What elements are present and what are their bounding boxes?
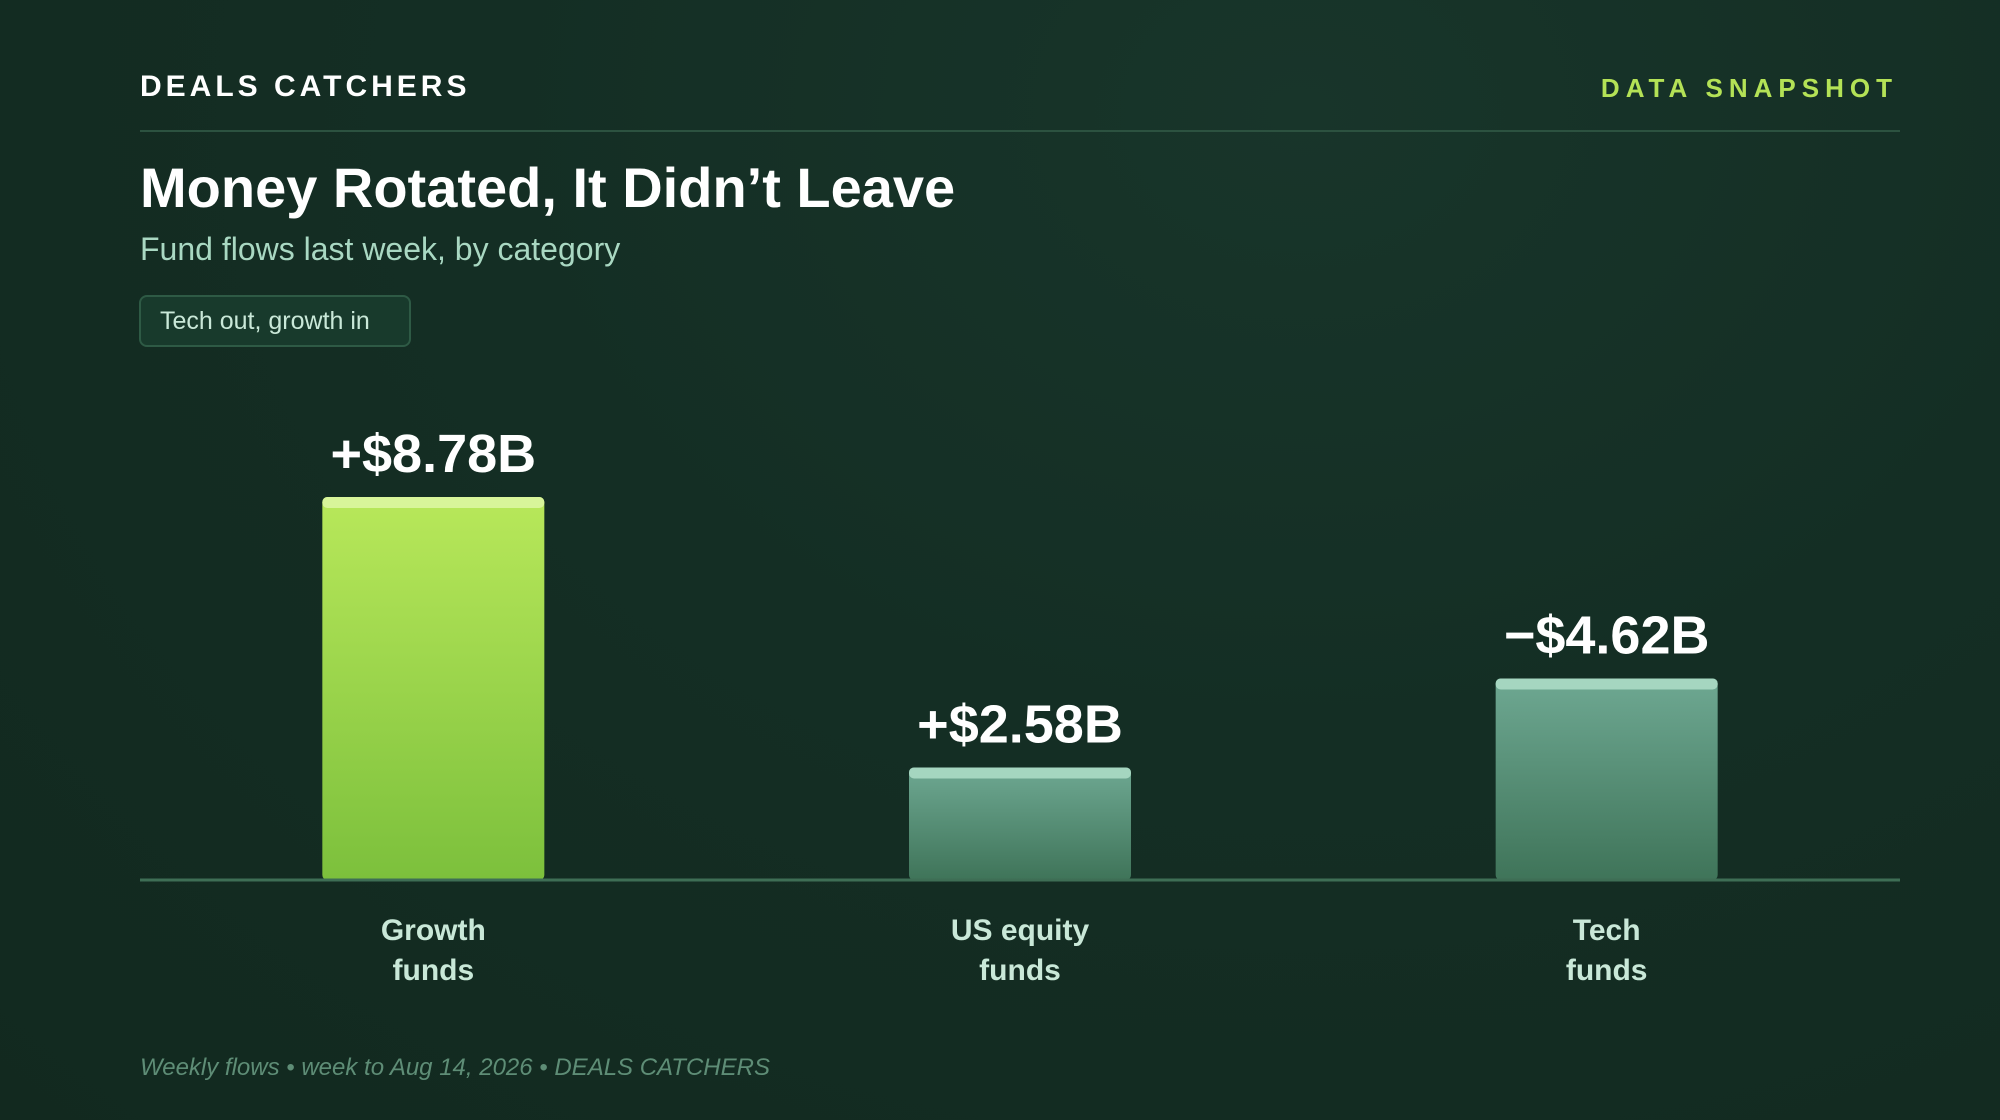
insight-tag: Tech out, growth in: [139, 295, 411, 347]
chart-title: Money Rotated, It Didn’t Leave: [140, 156, 956, 219]
bar-cap-1: [322, 497, 545, 508]
bar-1: [322, 497, 545, 880]
category-label-3: Tech funds: [1566, 914, 1648, 987]
header-divider: [140, 130, 1900, 132]
category-label-line: Tech: [1573, 914, 1641, 947]
category-label-line: US equity: [951, 914, 1090, 947]
bar-3: [1495, 678, 1718, 880]
category-label-line: funds: [979, 954, 1061, 987]
brand-name: DEALS CATCHERS: [140, 70, 471, 103]
category-label-1: Growth funds: [381, 914, 486, 987]
value-label-2: +$2.58B: [917, 694, 1123, 754]
value-label-1: +$8.78B: [330, 424, 536, 484]
bar-cap-2: [909, 767, 1131, 779]
bar-2: [909, 767, 1131, 880]
category-label-2: US equity funds: [951, 914, 1090, 987]
data-snapshot-label: DATA SNAPSHOT: [1600, 73, 1898, 103]
chart-subtitle: Fund flows last week, by category: [140, 231, 621, 267]
category-label-line: Growth: [381, 914, 486, 947]
category-label-line: funds: [393, 954, 475, 987]
footer-source-note: Weekly flows • week to Aug 14, 2026 • DE…: [140, 1054, 770, 1081]
category-label-line: funds: [1566, 954, 1648, 987]
bar-cap-3: [1495, 678, 1718, 690]
value-label-3: −$4.62B: [1504, 605, 1710, 665]
